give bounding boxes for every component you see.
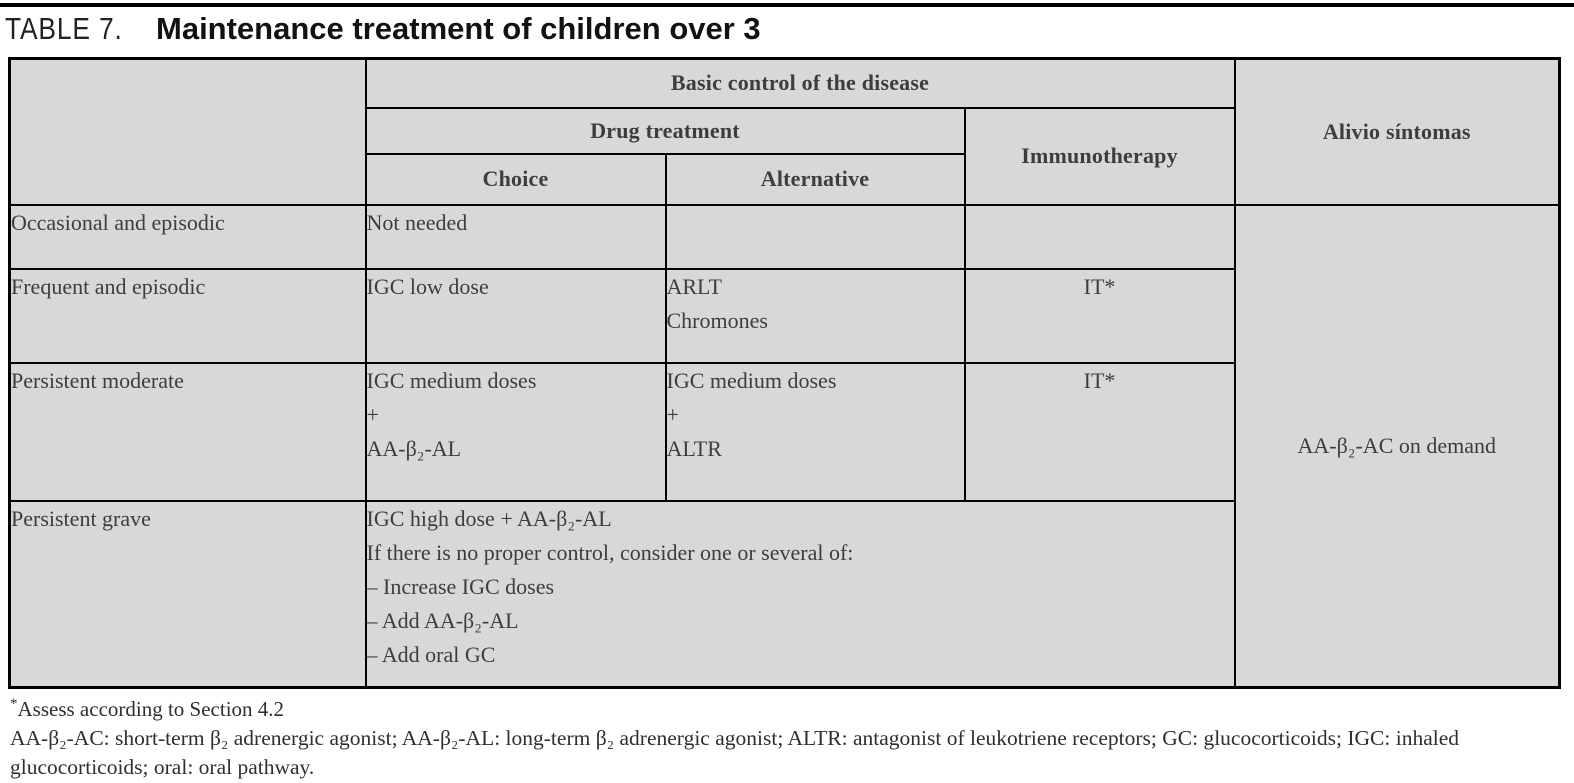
table-body: Occasional and episodic Not needed AA-β₂… <box>8 203 1561 689</box>
choice-cell: IGC medium doses + AA-β₂-AL <box>364 361 667 502</box>
immunotherapy-cell: IT* <box>963 361 1236 502</box>
choice-cell: Not needed <box>364 203 667 270</box>
table-row-frequent: Frequent and episodic IGC low dose ARLT … <box>8 267 1560 364</box>
symptom-relief-cell: AA-β₂-AC on demand <box>1233 203 1561 689</box>
severity-label-cell: Persistent grave <box>8 499 367 689</box>
table-title-text: Maintenance treatment of children over 3 <box>156 11 761 46</box>
footnote-assess-text: Assess according to Section 4.2 <box>17 697 285 721</box>
severity-label-cell: Persistent moderate <box>8 361 367 502</box>
table-row-moderate: Persistent moderate IGC medium doses + A… <box>8 361 1560 502</box>
severity-label-cell: Frequent and episodic <box>8 267 367 364</box>
table-number-label: TABLE 7. <box>5 11 123 46</box>
page-title: TABLE 7. Maintenance treatment of childr… <box>5 11 761 47</box>
table-header: Basic control of the disease Alivio sínt… <box>8 57 1561 206</box>
footnote-abbreviations: AA-β₂-AC: short-term β₂ adrenergic agoni… <box>10 726 1460 779</box>
footnote-assess: *Assess according to Section 4.2 <box>10 692 1566 722</box>
choice-cell: IGC low dose <box>364 267 667 364</box>
alternative-cell: IGC medium doses + ALTR <box>664 361 966 502</box>
footnote-marker: * <box>10 696 18 712</box>
header-symptom-relief: Alivio síntomas <box>1233 57 1561 206</box>
severity-label-cell: Occasional and episodic <box>8 203 367 270</box>
header-corner-cell <box>8 57 367 206</box>
header-row-3: Choice Alternative <box>10 152 1560 206</box>
header-alternative: Alternative <box>664 152 966 206</box>
alternative-cell <box>664 203 966 270</box>
table-row-occasional: Occasional and episodic Not needed AA-β₂… <box>8 203 1561 689</box>
immunotherapy-cell <box>963 203 1236 270</box>
alternative-cell: ARLT Chromones <box>664 267 966 364</box>
header-drug-treatment: Drug treatment <box>364 106 966 155</box>
top-rule <box>0 3 1574 7</box>
footnotes: *Assess according to Section 4.2 AA-β₂-A… <box>10 692 1566 781</box>
header-immunotherapy: Immunotherapy <box>963 106 1236 206</box>
header-row-2: Drug treatment Immunotherapy <box>10 106 1560 206</box>
header-choice: Choice <box>364 152 667 206</box>
treatment-table: Basic control of the disease Alivio sínt… <box>8 57 1562 689</box>
header-row-1: Basic control of the disease Alivio sínt… <box>8 57 1561 206</box>
header-basic-control: Basic control of the disease <box>364 57 1236 109</box>
merged-treatment-cell: IGC high dose + AA-β₂-AL If there is no … <box>364 499 1236 689</box>
immunotherapy-cell: IT* <box>963 267 1236 364</box>
table-row-grave: Persistent grave IGC high dose + AA-β₂-A… <box>8 499 1560 689</box>
